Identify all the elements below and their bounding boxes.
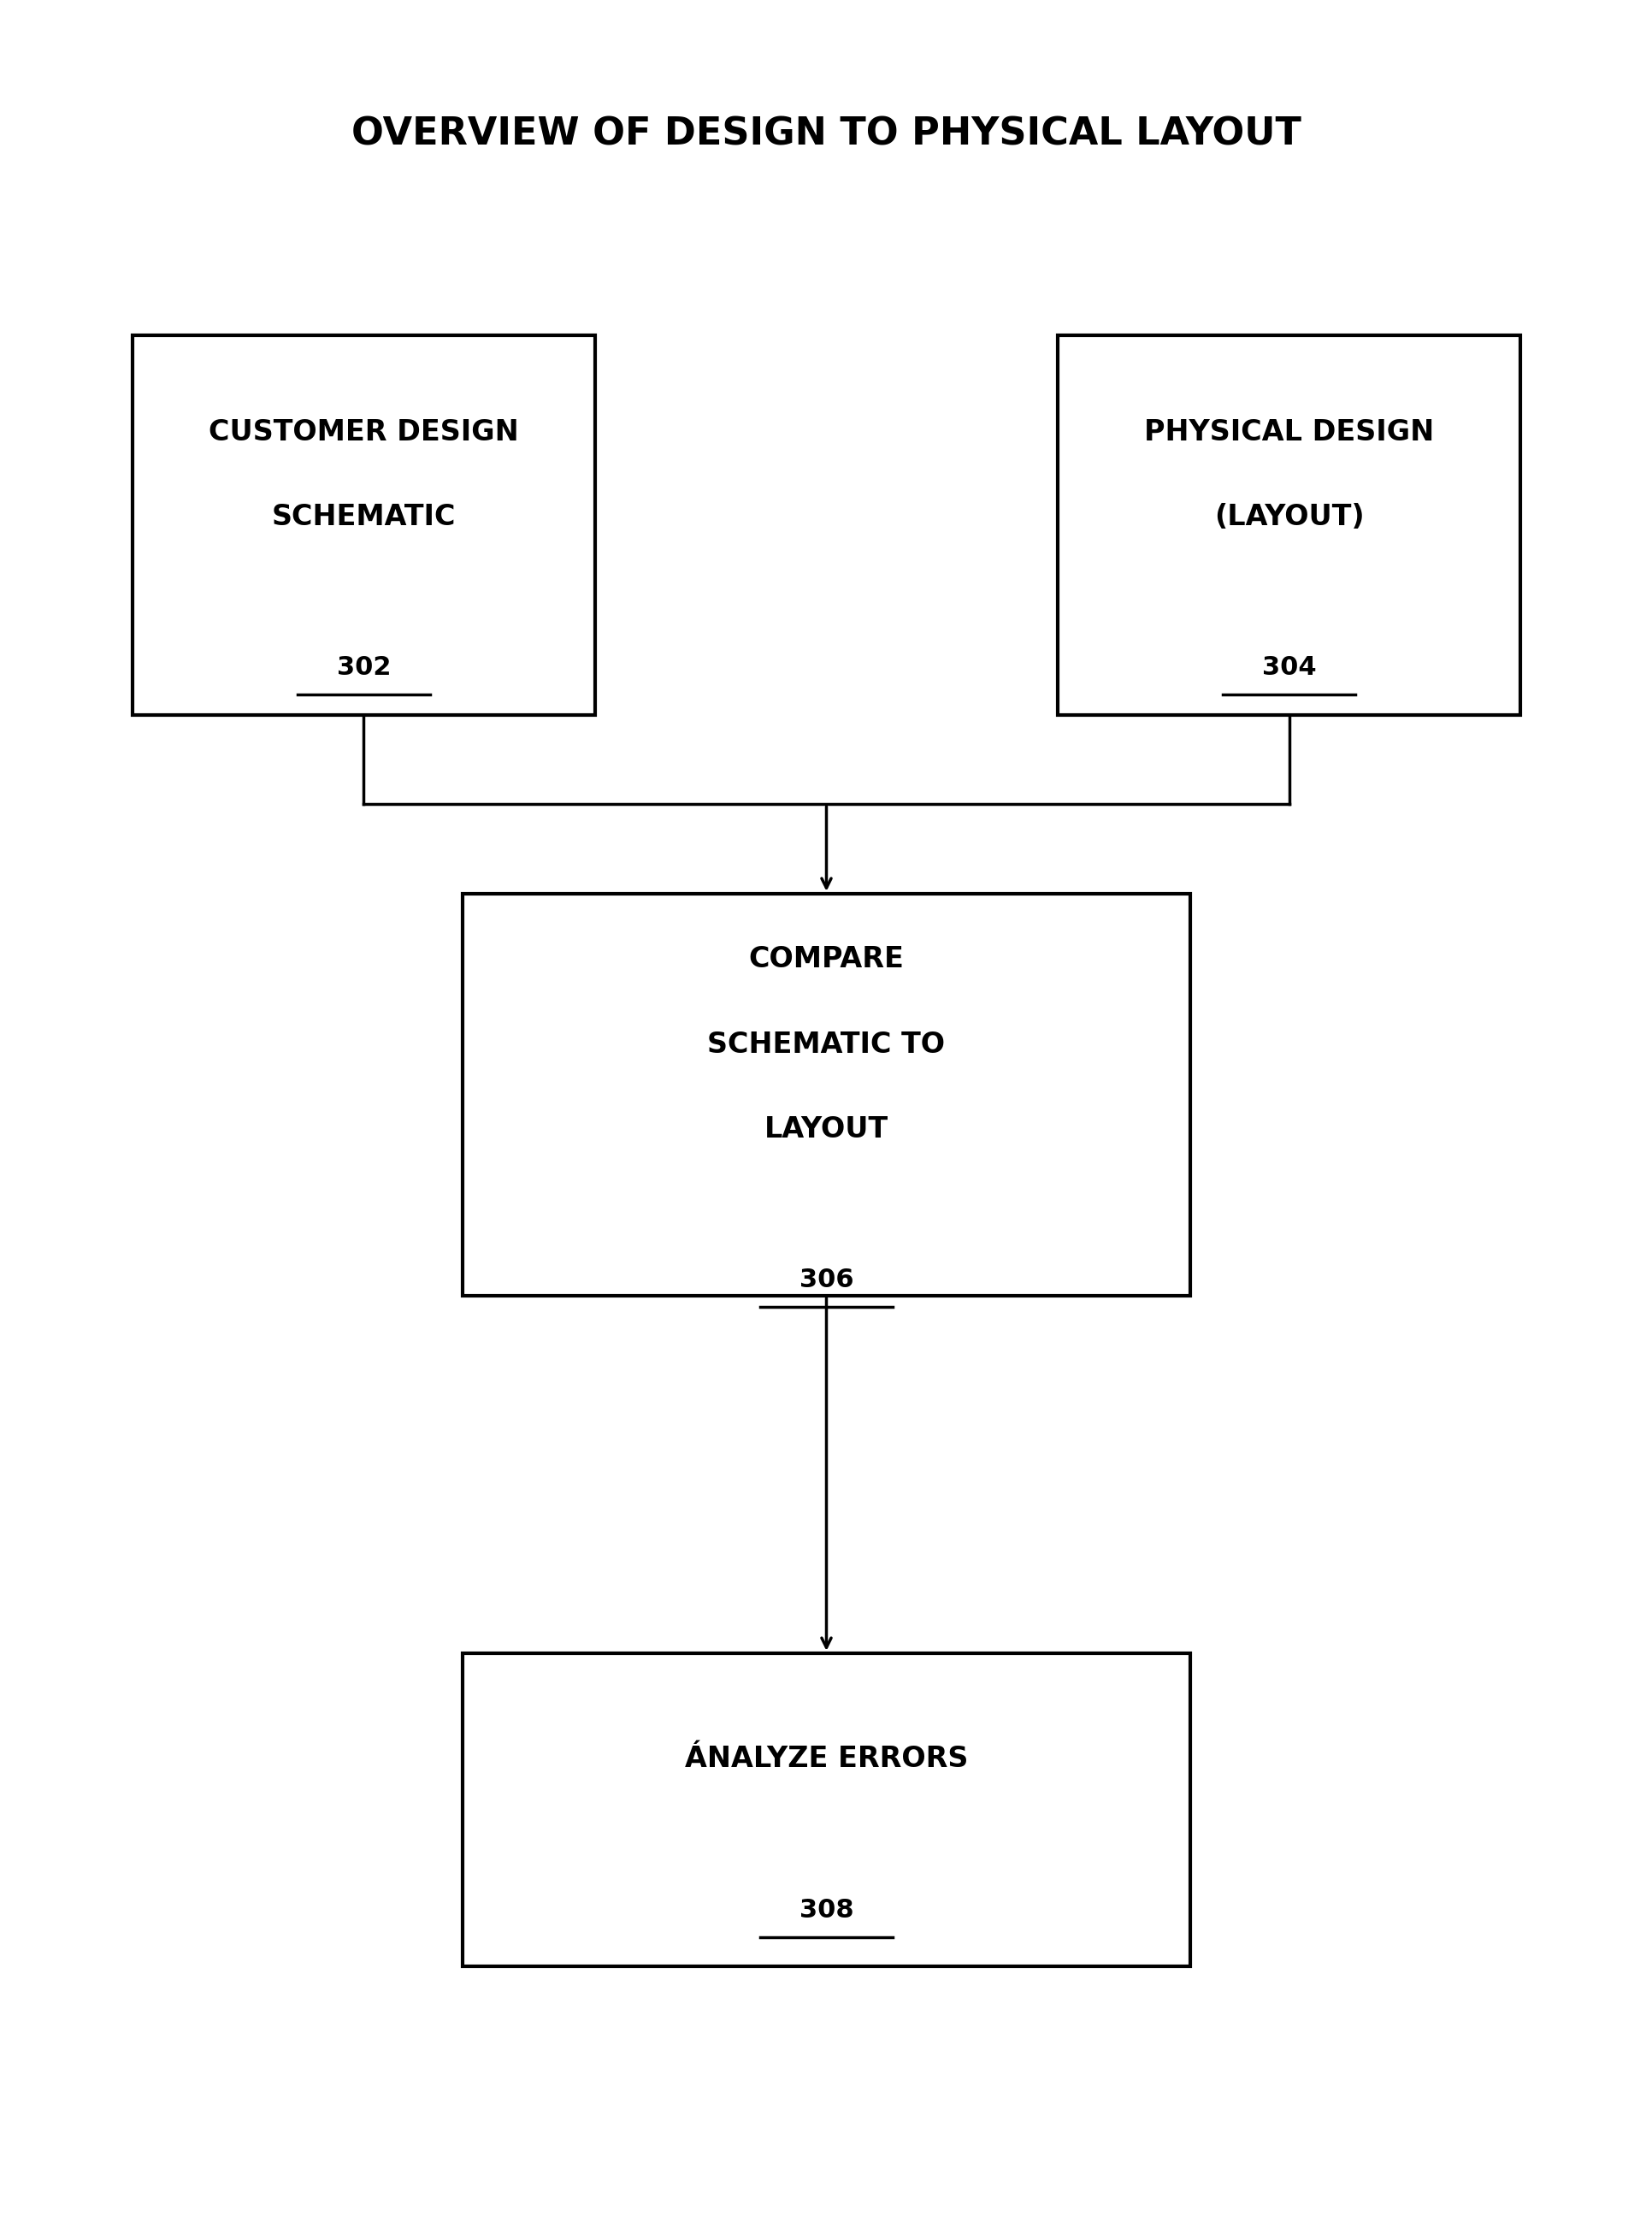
Text: ÁNALYZE ERRORS: ÁNALYZE ERRORS: [684, 1745, 968, 1774]
FancyBboxPatch shape: [132, 335, 595, 715]
Text: 306: 306: [800, 1267, 852, 1293]
FancyBboxPatch shape: [1057, 335, 1520, 715]
Text: 304: 304: [1262, 655, 1315, 681]
Text: 302: 302: [337, 655, 390, 681]
Text: SCHEMATIC TO: SCHEMATIC TO: [707, 1030, 945, 1059]
Text: PHYSICAL DESIGN: PHYSICAL DESIGN: [1143, 418, 1434, 447]
FancyBboxPatch shape: [463, 1653, 1189, 1966]
Text: SCHEMATIC: SCHEMATIC: [271, 503, 456, 532]
Text: 308: 308: [800, 1897, 852, 1923]
Text: OVERVIEW OF DESIGN TO PHYSICAL LAYOUT: OVERVIEW OF DESIGN TO PHYSICAL LAYOUT: [352, 116, 1300, 152]
Text: LAYOUT: LAYOUT: [763, 1115, 889, 1144]
Text: CUSTOMER DESIGN: CUSTOMER DESIGN: [208, 418, 519, 447]
Text: COMPARE: COMPARE: [748, 945, 904, 974]
Text: (LAYOUT): (LAYOUT): [1214, 503, 1363, 532]
FancyBboxPatch shape: [463, 894, 1189, 1296]
